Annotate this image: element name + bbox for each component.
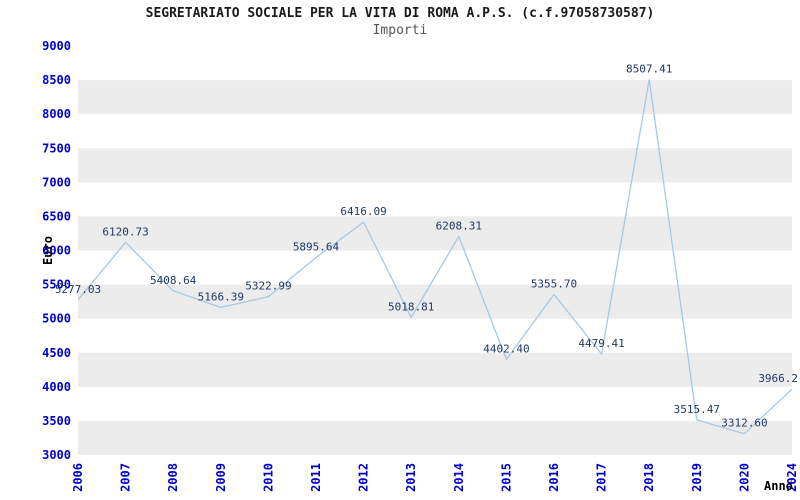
chart-subtitle: Importi [372,23,428,38]
x-tick-label: 2015 [499,463,513,492]
x-tick-label: 2011 [309,463,323,492]
point-value-label: 5322.99 [245,280,291,293]
point-value-label: 4402.40 [483,342,529,355]
y-tick-label: 7000 [42,175,71,189]
point-value-label: 3312.60 [721,417,767,430]
x-tick-label: 2012 [357,463,371,492]
x-tick-label: 2007 [119,463,133,492]
point-value-label: 3966.2 [758,372,798,385]
y-tick-label: 7500 [42,141,71,155]
y-tick-label: 8500 [42,73,71,87]
y-tick-label: 6000 [42,244,71,258]
point-value-label: 3515.47 [674,403,720,416]
point-value-label: 5355.70 [531,277,577,290]
grid-band [78,420,792,455]
grid-band [78,216,792,251]
y-tick-label: 6500 [42,209,71,223]
x-tick-label: 2020 [737,463,751,492]
point-value-label: 5408.64 [150,274,197,287]
y-tick-label: 3000 [42,448,71,462]
x-axis-title: Anno [764,479,793,493]
point-value-label: 6120.73 [102,225,148,238]
y-axis-title: Euro [41,236,55,265]
grid-band [78,284,792,319]
point-value-label: 5277.03 [55,283,101,296]
point-value-label: 5895.64 [293,241,340,254]
point-value-label: 5166.39 [198,290,244,303]
x-tick-label: 2008 [166,463,180,492]
y-tick-label: 3500 [42,414,71,428]
x-tick-label: 2016 [547,463,561,492]
x-tick-label: 2006 [71,463,85,492]
x-tick-label: 2010 [261,463,275,492]
x-tick-label: 2009 [214,463,228,492]
chart-title: SEGRETARIATO SOCIALE PER LA VITA DI ROMA… [145,6,655,21]
x-tick-label: 2024 [785,463,799,492]
x-tick-label: 2017 [595,463,609,492]
point-value-label: 5018.81 [388,300,434,313]
x-tick-label: 2019 [690,463,704,492]
x-tick-label: 2013 [404,463,418,492]
x-tick-label: 2014 [452,463,466,492]
y-tick-label: 4000 [42,380,71,394]
y-tick-label: 4500 [42,346,71,360]
point-value-label: 6208.31 [436,219,482,232]
point-value-label: 4479.41 [578,337,624,350]
y-tick-label: 5000 [42,312,71,326]
y-tick-label: 5500 [42,278,71,292]
grid-band [78,148,792,183]
grid-band [78,352,792,387]
point-value-label: 8507.41 [626,63,672,76]
y-tick-label: 9000 [42,39,71,53]
grid-band [78,80,792,115]
data-line [77,78,793,435]
y-tick-label: 8000 [42,107,71,121]
point-value-label: 6416.09 [340,205,386,218]
x-tick-label: 2018 [642,463,656,492]
